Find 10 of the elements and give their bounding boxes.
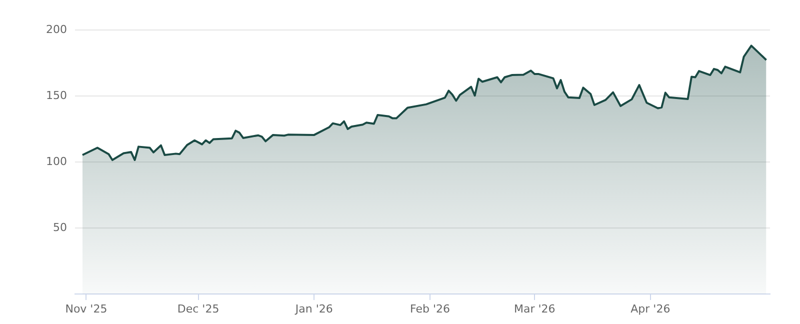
x-tick-label: Nov '25: [65, 302, 108, 316]
x-tick-label: Jan '26: [294, 302, 333, 316]
x-tick-label: Feb '26: [410, 302, 450, 316]
x-tick-label: Apr '26: [630, 302, 670, 316]
y-tick-label: 150: [46, 88, 67, 102]
x-tick-label: Mar '26: [514, 302, 556, 316]
y-tick-label: 50: [53, 220, 67, 234]
y-tick-label: 100: [46, 154, 67, 168]
x-tick-label: Dec '25: [177, 302, 220, 316]
y-tick-label: 200: [46, 22, 67, 36]
